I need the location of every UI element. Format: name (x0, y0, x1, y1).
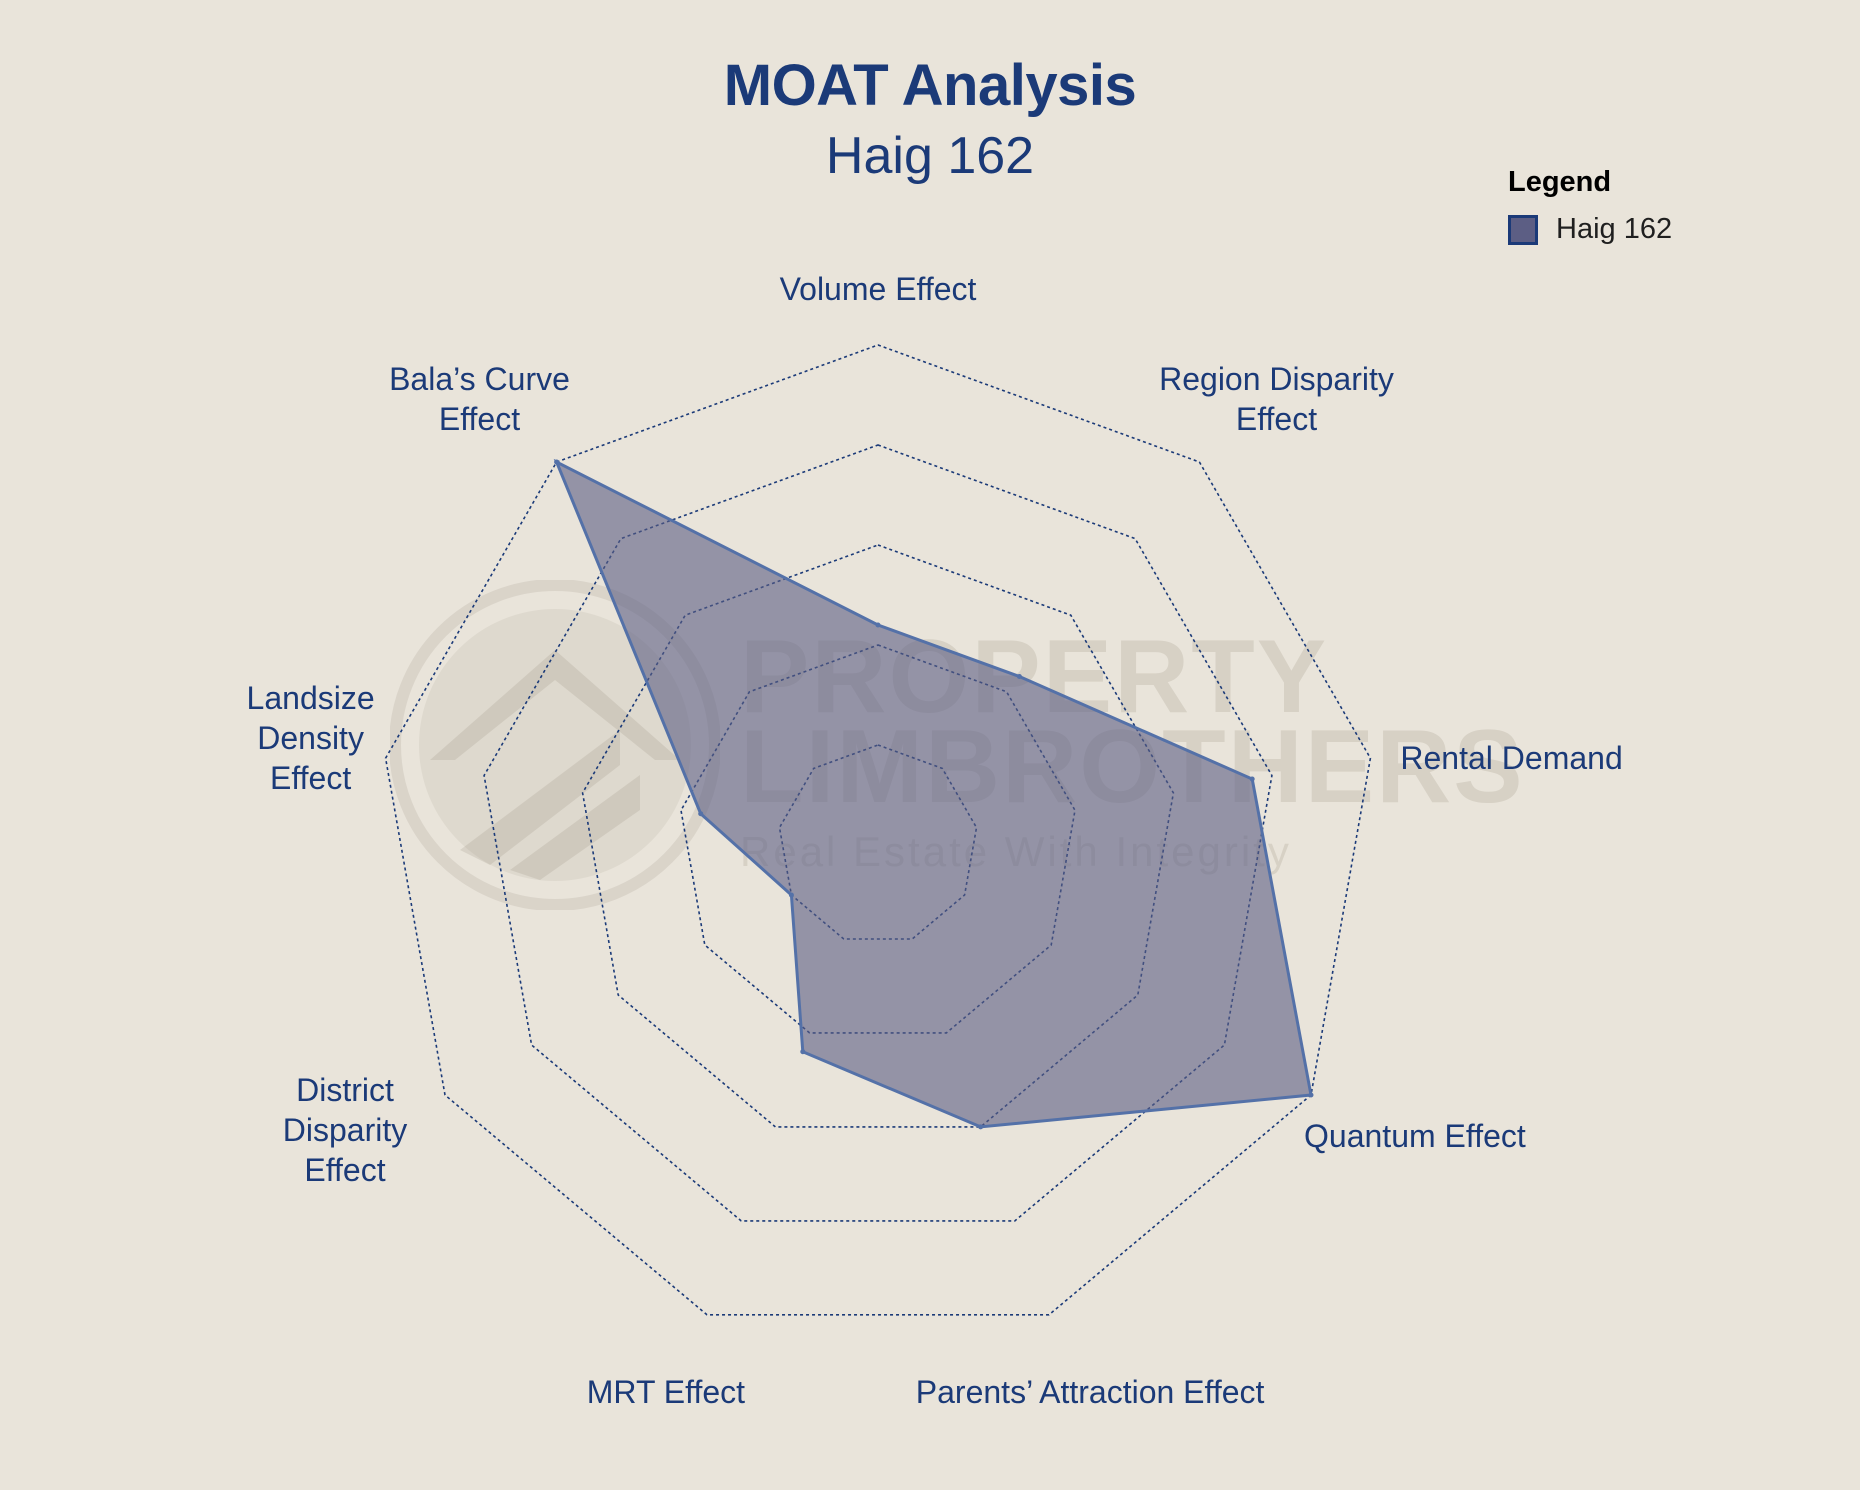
data-point-1 (1016, 674, 1022, 679)
data-point-8 (554, 459, 560, 465)
data-point-5 (800, 1049, 806, 1055)
chart-title: MOAT Analysis (723, 53, 1137, 118)
legend: Legend Haig 162 (1508, 166, 1768, 246)
axis-label-2: Rental Demand (1400, 740, 1622, 776)
data-point-6 (788, 892, 794, 898)
axis-label-7: Landsize Density Effect (247, 680, 375, 796)
axis-label-4: Parents’ Attraction Effect (916, 1374, 1265, 1410)
legend-item: Haig 162 (1508, 213, 1768, 246)
axis-label-line: Quantum Effect (1304, 1118, 1526, 1154)
data-point-2 (1249, 776, 1255, 782)
data-point-4 (978, 1124, 984, 1130)
axis-label-line: Density (257, 720, 364, 756)
data-point-7 (698, 811, 704, 817)
grid-ring-3 (581, 544, 1175, 1128)
legend-label: Haig 162 (1556, 213, 1673, 245)
axis-label-0: Volume Effect (780, 271, 977, 307)
axis-label-line: MRT Effect (587, 1374, 745, 1410)
axis-label-line: Bala’s Curve (389, 361, 570, 397)
axis-label-line: Parents’ Attraction Effect (916, 1374, 1265, 1410)
axis-label-line: Effect (1236, 401, 1317, 437)
series-polygon-0 (553, 458, 1313, 1129)
axis-label-6: District Disparity Effect (283, 1072, 407, 1188)
axis-label-1: Region Disparity Effect (1159, 361, 1394, 437)
axis-label-line: Effect (304, 1152, 385, 1188)
axis-label-line: Landsize (247, 680, 375, 716)
legend-title: Legend (1508, 166, 1612, 198)
data-point-3 (1308, 1092, 1314, 1098)
axis-label-line: Disparity (283, 1112, 407, 1148)
axis-label-line: Region Disparity (1159, 361, 1394, 397)
axis-label-5: MRT Effect (587, 1374, 745, 1410)
data-point-0 (875, 622, 881, 628)
axis-label-line: Effect (270, 760, 351, 796)
legend-swatch (1508, 214, 1538, 245)
axis-label-line: Effect (439, 401, 520, 437)
axis-label-3: Quantum Effect (1304, 1118, 1526, 1154)
axis-label-8: Bala’s Curve Effect (389, 361, 570, 437)
axis-label-line: Rental Demand (1400, 740, 1622, 776)
axis-label-line: District (296, 1072, 394, 1108)
axis-label-line: Volume Effect (780, 271, 977, 307)
grid-ring-4 (483, 444, 1273, 1222)
chart-subtitle: Haig 162 (825, 127, 1035, 185)
